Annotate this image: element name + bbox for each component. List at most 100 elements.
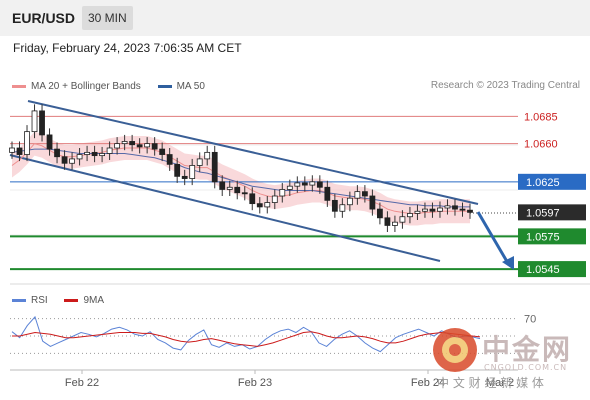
- rsi-legend: RSI 9MA: [12, 294, 118, 306]
- candle: [437, 201, 443, 218]
- candle: [106, 141, 113, 160]
- chart-header: EUR/USD 30 MIN: [0, 0, 590, 36]
- legend-item-9ma: 9MA: [64, 295, 104, 306]
- watermark-name: 中金网: [482, 333, 573, 366]
- candle: [414, 204, 421, 220]
- candle: [407, 206, 413, 224]
- timeframe-button[interactable]: 30 MIN: [82, 6, 133, 30]
- channel-upper-line: [27, 100, 479, 205]
- candle: [91, 145, 98, 163]
- legend-swatch-ma20: [12, 85, 26, 88]
- candle: [196, 152, 203, 172]
- candle: [271, 189, 278, 210]
- candle: [9, 141, 15, 159]
- candle: [204, 145, 211, 166]
- candle: [361, 185, 368, 203]
- candle: [189, 158, 196, 186]
- watermark-subtitle: 中 文 财 经 新 媒 体: [437, 376, 544, 390]
- watermark-coin-icon: [433, 328, 477, 372]
- candle: [16, 141, 23, 162]
- projection-arrowhead: [502, 256, 514, 270]
- candle: [249, 187, 256, 211]
- candle: [264, 196, 271, 214]
- candle: [136, 138, 143, 154]
- candle: [301, 176, 308, 192]
- chart-credit: Research © 2023 Trading Central: [430, 80, 580, 91]
- projection-arrow: [476, 211, 511, 266]
- level-label-1.0545: 1.0545: [526, 264, 560, 276]
- candle: [151, 137, 158, 156]
- level-label-1.0575: 1.0575: [526, 231, 560, 243]
- watermark-url: CNGOLD.COM.CN: [484, 363, 568, 372]
- candle: [129, 134, 136, 152]
- symbol-label: EUR/USD: [12, 10, 76, 26]
- candlesticks: [9, 104, 473, 232]
- candle: [429, 202, 436, 218]
- channel-lower-line: [9, 154, 441, 262]
- candle: [316, 175, 323, 194]
- legend-swatch-rsi: [12, 299, 26, 302]
- legend-label-rsi: RSI: [31, 295, 48, 306]
- candle: [392, 215, 398, 232]
- ma50-line: [11, 148, 470, 208]
- candle: [46, 128, 53, 156]
- candle: [339, 198, 346, 218]
- legend-label-ma20: MA 20 + Bollinger Bands: [31, 81, 141, 92]
- candle: [181, 169, 188, 186]
- rsi-tick-label: 70: [524, 314, 536, 326]
- rsi-line: [11, 315, 481, 353]
- level-tag-1.0575: [518, 228, 586, 245]
- legend-item-rsi: RSI: [12, 295, 48, 306]
- candle: [384, 211, 391, 232]
- level-label-1.0660: 1.0660: [524, 139, 558, 151]
- candle: [121, 134, 128, 151]
- candle: [241, 186, 248, 201]
- candle: [99, 146, 105, 163]
- candle: [459, 202, 466, 217]
- candle: [467, 203, 473, 219]
- watermark-logo: [433, 328, 477, 372]
- candle: [309, 175, 316, 192]
- level-labels: 1.0685 1.0660 1.0625 1.0575 1.0545 1.0597: [518, 111, 586, 278]
- legend-swatch-ma50: [157, 85, 172, 88]
- candle: [354, 185, 361, 205]
- candle: [422, 202, 428, 218]
- legend-label-ma50: MA 50: [176, 81, 205, 92]
- candle: [166, 148, 173, 171]
- legend-label-9ma: 9MA: [83, 295, 105, 306]
- candle: [324, 180, 331, 207]
- watermark-coin-inner-icon: [442, 337, 468, 363]
- main-legend: MA 20 + Bollinger Bands MA 50: [12, 80, 219, 92]
- current-price-label: 1.0597: [526, 207, 560, 219]
- candle: [84, 145, 90, 162]
- candle: [452, 199, 458, 216]
- ma20-line: [11, 143, 470, 214]
- rsi-gridlines: [10, 318, 518, 354]
- bollinger-band: [12, 131, 470, 226]
- candle: [69, 152, 75, 170]
- candle: [399, 210, 406, 229]
- candle: [234, 180, 241, 200]
- legend-swatch-9ma: [64, 299, 79, 302]
- legend-item-ma50: MA 50: [157, 81, 205, 92]
- candle: [144, 137, 151, 154]
- candle: [226, 180, 233, 196]
- candle: [286, 179, 293, 196]
- x-tick-label: Feb 22: [65, 377, 99, 389]
- candle: [159, 142, 166, 162]
- candle: [54, 142, 60, 164]
- legend-item-ma20: MA 20 + Bollinger Bands: [12, 81, 141, 92]
- level-label-1.0685: 1.0685: [524, 111, 558, 123]
- level-tag-1.0545: [518, 261, 586, 278]
- candle: [39, 104, 45, 142]
- candle: [294, 176, 301, 193]
- level-lines: [10, 115, 518, 271]
- chart-datetime: Friday, February 24, 2023 7:06:35 AM CET: [13, 41, 242, 55]
- candle: [114, 137, 121, 155]
- current-price-tag: [518, 204, 586, 221]
- rsi-9ma-line: [12, 331, 481, 347]
- candle: [76, 148, 83, 166]
- candle: [211, 145, 218, 189]
- candle: [369, 189, 376, 216]
- candle: [331, 193, 338, 218]
